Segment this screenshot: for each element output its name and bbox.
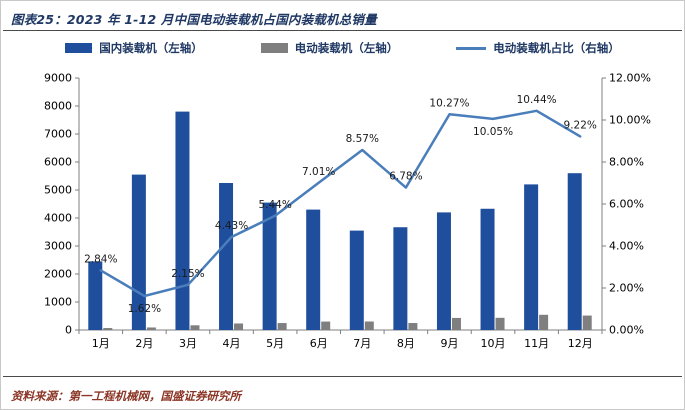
footer-divider	[3, 375, 682, 377]
bar-domestic-9月	[436, 212, 451, 330]
chart-title-row: 图表25：2023 年 1-12 月中国电动装载机占国内装载机总销量	[1, 1, 684, 30]
line-data-label: 2.15%	[171, 268, 204, 280]
bar-electric-4月	[234, 323, 244, 330]
line-data-label: 10.27%	[429, 97, 469, 109]
x-axis-label: 9月	[440, 337, 458, 350]
bar-domestic-10月	[480, 208, 495, 330]
legend-label-electric: 电动装载机（左轴）	[294, 41, 399, 56]
line-data-label: 7.01%	[302, 166, 335, 178]
x-axis-label: 6月	[310, 337, 328, 350]
left-axis-tick-label: 0	[65, 323, 72, 336]
bar-electric-2月	[146, 327, 156, 330]
left-axis-tick-label: 3000	[44, 239, 72, 252]
left-axis-tick-label: 4000	[44, 211, 72, 224]
share-line	[99, 109, 582, 298]
left-axis-tick-label: 7000	[44, 127, 72, 140]
bar-domestic-3月	[175, 111, 190, 330]
bar-electric-1月	[103, 327, 113, 330]
bar-domestic-8月	[393, 227, 408, 330]
legend-item-electric-share: 电动装载机占比（右轴）	[456, 40, 620, 56]
line-data-label: 2.84%	[84, 253, 117, 265]
x-axis-label: 12月	[568, 337, 593, 350]
right-axis-tick-label: 6.00%	[609, 197, 644, 210]
x-axis-label: 11月	[524, 337, 549, 350]
bar-domestic-1月	[88, 261, 103, 330]
bar-domestic-12月	[567, 173, 582, 330]
legend-label-share: 电动装载机占比（右轴）	[493, 41, 620, 56]
x-axis-label: 10月	[481, 337, 506, 350]
chart-legend: 国内装载机（左轴） 电动装载机（左轴） 电动装载机占比（右轴）	[1, 31, 684, 62]
bar-electric-9月	[451, 317, 461, 330]
legend-bar-swatch-blue	[65, 43, 93, 54]
bar-domestic-11月	[524, 184, 539, 330]
right-axis-tick-label: 12.00%	[609, 71, 651, 84]
x-axis-label: 2月	[135, 337, 153, 350]
x-axis-label: 5月	[266, 337, 284, 350]
line-data-label: 4.43%	[215, 220, 248, 232]
bar-electric-5月	[277, 322, 287, 330]
left-axis-tick-label: 5000	[44, 183, 72, 196]
line-data-label: 1.62%	[128, 303, 161, 315]
x-axis-label: 7月	[353, 337, 371, 350]
footer-row: 资料来源：第一工程机械网，国盛证券研究所	[1, 377, 684, 409]
right-axis-tick-label: 4.00%	[609, 239, 644, 252]
bar-domestic-5月	[262, 202, 277, 330]
title-divider	[3, 30, 682, 31]
legend-item-domestic-loaders: 国内装载机（左轴）	[65, 40, 203, 56]
left-axis-tick-label: 8000	[44, 99, 72, 112]
left-axis-tick-label: 9000	[44, 71, 72, 84]
chart-area: 0 1000 2000 3000 4000 5000 6000 7000 8000 9000 0.0…	[1, 62, 684, 376]
bar-domestic-6月	[306, 209, 321, 330]
source-note: 资料来源：第一工程机械网，国盛证券研究所	[11, 388, 241, 403]
bar-electric-3月	[190, 325, 200, 330]
right-axis-tick-label: 0.00%	[609, 323, 644, 336]
line-data-label: 8.57%	[346, 133, 379, 145]
chart-title: 图表25：2023 年 1-12 月中国电动装载机占国内装载机总销量	[11, 12, 377, 27]
left-axis-tick-label: 1000	[44, 295, 72, 308]
bar-electric-11月	[539, 314, 549, 330]
legend-label-domestic: 国内装载机（左轴）	[99, 41, 203, 56]
line-data-label: 10.05%	[473, 126, 513, 138]
bar-electric-7月	[364, 321, 374, 330]
line-data-label: 10.44%	[517, 94, 557, 106]
right-axis-tick-label: 2.00%	[609, 281, 644, 294]
x-axis-label: 8月	[397, 337, 415, 350]
right-axis-tick-label: 8.00%	[609, 155, 644, 168]
left-axis-tick-label: 2000	[44, 267, 72, 280]
x-axis-label: 3月	[179, 337, 197, 350]
left-axis-tick-label: 6000	[44, 155, 72, 168]
combo-bar-line-chart: 0 1000 2000 3000 4000 5000 6000 7000 8000 9000 0.0…	[44, 71, 651, 350]
bar-electric-10月	[495, 317, 505, 330]
line-data-label: 9.22%	[564, 119, 597, 131]
right-axis-tick-label: 10.00%	[609, 113, 651, 126]
bar-domestic-7月	[349, 230, 364, 330]
line-data-label: 6.78%	[389, 171, 422, 183]
bar-domestic-4月	[219, 182, 234, 330]
x-axis-label: 1月	[92, 337, 110, 350]
bar-electric-8月	[408, 322, 418, 330]
bar-electric-6月	[321, 321, 331, 330]
legend-item-electric-loaders: 电动装载机（左轴）	[260, 40, 399, 56]
bar-electric-12月	[582, 315, 592, 330]
x-axis-label: 4月	[223, 337, 241, 350]
line-data-label: 5.44%	[258, 199, 291, 211]
legend-bar-swatch-gray	[260, 43, 288, 54]
legend-line-swatch	[456, 46, 487, 50]
